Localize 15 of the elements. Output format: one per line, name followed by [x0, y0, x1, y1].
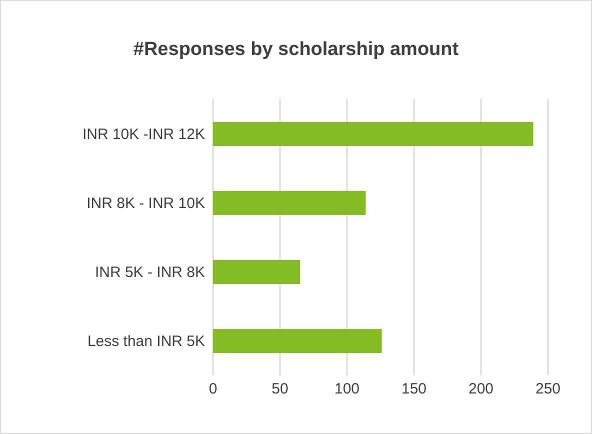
- bar: [213, 122, 534, 146]
- x-tick-label: 150: [401, 380, 427, 398]
- bar: [213, 260, 300, 284]
- y-tick-label: INR 5K - INR 8K: [94, 264, 205, 281]
- bar: [213, 191, 366, 215]
- x-tick-label: 50: [272, 380, 288, 398]
- x-tick-label: 200: [468, 380, 494, 398]
- bar: [213, 329, 382, 353]
- y-tick-label: INR 8K - INR 10K: [86, 194, 205, 212]
- y-tick-label: Less than INR 5K: [87, 332, 205, 350]
- x-tick-label: 0: [208, 380, 218, 398]
- x-tick-label: 250: [535, 380, 561, 398]
- y-tick-label: INR 10K -INR 12K: [82, 126, 205, 143]
- chart-title: #Responses by scholarship amount: [132, 39, 460, 61]
- x-tick-label: 100: [334, 380, 360, 398]
